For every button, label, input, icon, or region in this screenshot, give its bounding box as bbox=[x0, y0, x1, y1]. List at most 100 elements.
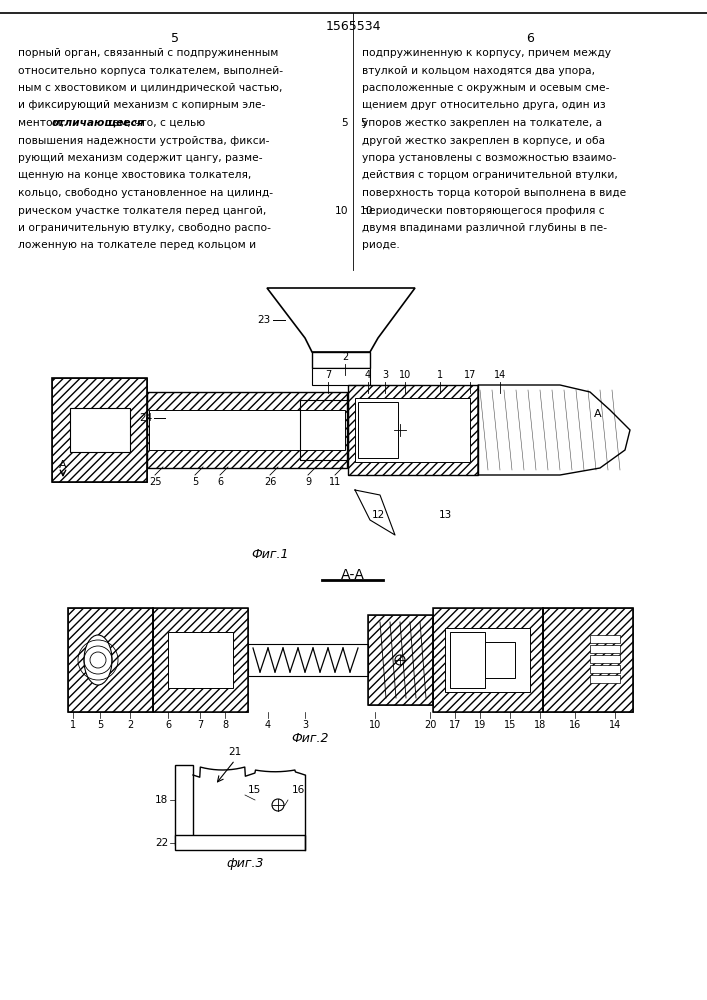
Text: щением друг относительно друга, один из: щением друг относительно друга, один из bbox=[362, 101, 606, 110]
Text: 24: 24 bbox=[139, 413, 152, 423]
Bar bbox=[368, 615, 433, 705]
Text: двумя впадинами различной глубины в пе-: двумя впадинами различной глубины в пе- bbox=[362, 223, 607, 233]
Bar bbox=[248, 644, 368, 676]
Bar bbox=[168, 632, 233, 688]
Text: 5: 5 bbox=[192, 477, 198, 487]
Text: 8: 8 bbox=[222, 720, 228, 730]
Text: 3: 3 bbox=[302, 720, 308, 730]
Text: 22: 22 bbox=[155, 838, 168, 848]
Text: ментом,: ментом, bbox=[18, 118, 67, 128]
Text: поверхность торца которой выполнена в виде: поверхность торца которой выполнена в ви… bbox=[362, 188, 626, 198]
Text: А: А bbox=[59, 460, 67, 470]
Text: 5: 5 bbox=[97, 720, 103, 730]
Text: 10: 10 bbox=[369, 720, 381, 730]
Bar bbox=[543, 608, 633, 712]
Text: 13: 13 bbox=[438, 510, 452, 520]
Text: тем, что, с целью: тем, что, с целью bbox=[103, 118, 205, 128]
Bar bbox=[355, 398, 470, 462]
Bar bbox=[485, 642, 515, 678]
Bar bbox=[147, 392, 347, 468]
Polygon shape bbox=[312, 352, 370, 368]
Text: другой жестко закреплен в корпусе, и оба: другой жестко закреплен в корпусе, и оба bbox=[362, 135, 605, 145]
Text: 23: 23 bbox=[257, 315, 270, 325]
Text: 15: 15 bbox=[504, 720, 516, 730]
Text: 1: 1 bbox=[70, 720, 76, 730]
Text: А: А bbox=[594, 409, 602, 419]
Text: 20: 20 bbox=[423, 720, 436, 730]
Bar bbox=[590, 655, 620, 663]
Bar bbox=[348, 385, 478, 475]
Bar bbox=[450, 632, 485, 688]
Text: 7: 7 bbox=[197, 720, 203, 730]
Text: 5: 5 bbox=[341, 118, 348, 128]
Text: щенную на конце хвостовика толкателя,: щенную на конце хвостовика толкателя, bbox=[18, 170, 251, 180]
Bar bbox=[70, 408, 130, 452]
Bar bbox=[590, 665, 620, 673]
Bar bbox=[300, 400, 348, 460]
Text: упоров жестко закреплен на толкателе, а: упоров жестко закреплен на толкателе, а bbox=[362, 118, 602, 128]
Bar bbox=[300, 400, 348, 460]
Text: Фиг.2: Фиг.2 bbox=[291, 732, 329, 745]
Text: риоде.: риоде. bbox=[362, 240, 399, 250]
Text: ным с хвостовиком и цилиндрической частью,: ным с хвостовиком и цилиндрической часть… bbox=[18, 83, 282, 93]
Bar bbox=[450, 632, 485, 688]
Polygon shape bbox=[267, 288, 415, 352]
Text: 18: 18 bbox=[155, 795, 168, 805]
Text: и фиксирующий механизм с копирным эле-: и фиксирующий механизм с копирным эле- bbox=[18, 101, 266, 110]
Polygon shape bbox=[478, 385, 630, 475]
Text: 12: 12 bbox=[371, 510, 385, 520]
Text: 19: 19 bbox=[474, 720, 486, 730]
Bar bbox=[348, 385, 478, 475]
Text: 4: 4 bbox=[365, 370, 371, 380]
Text: относительно корпуса толкателем, выполней-: относительно корпуса толкателем, выполне… bbox=[18, 66, 283, 76]
Bar bbox=[590, 635, 620, 643]
Text: 6: 6 bbox=[165, 720, 171, 730]
Text: А-А: А-А bbox=[341, 568, 365, 582]
Bar bbox=[358, 402, 398, 458]
Text: 6: 6 bbox=[217, 477, 223, 487]
Text: 10: 10 bbox=[334, 206, 348, 216]
Bar bbox=[433, 608, 543, 712]
Text: 14: 14 bbox=[494, 370, 506, 380]
Text: 1: 1 bbox=[437, 370, 443, 380]
Bar bbox=[590, 645, 620, 653]
Text: фиг.3: фиг.3 bbox=[226, 857, 264, 870]
Text: ложенную на толкателе перед кольцом и: ложенную на толкателе перед кольцом и bbox=[18, 240, 256, 250]
Text: 2: 2 bbox=[127, 720, 133, 730]
Bar bbox=[68, 608, 153, 712]
Text: 14: 14 bbox=[609, 720, 621, 730]
Text: 7: 7 bbox=[325, 370, 331, 380]
Text: 10: 10 bbox=[360, 206, 373, 216]
Text: 2: 2 bbox=[342, 352, 348, 362]
Text: кольцо, свободно установленное на цилинд-: кольцо, свободно установленное на цилинд… bbox=[18, 188, 273, 198]
Text: втулкой и кольцом находятся два упора,: втулкой и кольцом находятся два упора, bbox=[362, 66, 595, 76]
Bar bbox=[52, 378, 147, 482]
Text: 3: 3 bbox=[382, 370, 388, 380]
Bar bbox=[149, 410, 345, 450]
Text: 18: 18 bbox=[534, 720, 546, 730]
Text: 15: 15 bbox=[248, 785, 262, 795]
Polygon shape bbox=[312, 368, 370, 385]
Text: действия с торцом ограничительной втулки,: действия с торцом ограничительной втулки… bbox=[362, 170, 618, 180]
Text: 1565534: 1565534 bbox=[325, 20, 381, 33]
Text: 16: 16 bbox=[569, 720, 581, 730]
Text: 10: 10 bbox=[399, 370, 411, 380]
Ellipse shape bbox=[84, 635, 112, 685]
Text: отличающееся: отличающееся bbox=[52, 118, 145, 128]
Text: и ограничительную втулку, свободно распо-: и ограничительную втулку, свободно распо… bbox=[18, 223, 271, 233]
Text: Фиг.1: Фиг.1 bbox=[251, 548, 288, 561]
Text: 5: 5 bbox=[171, 32, 179, 45]
Text: 26: 26 bbox=[264, 477, 276, 487]
Bar bbox=[590, 675, 620, 683]
Bar bbox=[433, 608, 543, 712]
Bar bbox=[445, 628, 530, 692]
Text: 21: 21 bbox=[228, 747, 242, 757]
Bar bbox=[175, 765, 193, 845]
Bar bbox=[175, 835, 305, 850]
Text: рующий механизм содержит цангу, разме-: рующий механизм содержит цангу, разме- bbox=[18, 153, 262, 163]
Text: 9: 9 bbox=[305, 477, 311, 487]
Bar bbox=[52, 378, 147, 482]
Text: 5: 5 bbox=[360, 118, 367, 128]
Bar bbox=[153, 608, 248, 712]
Text: 6: 6 bbox=[526, 32, 534, 45]
